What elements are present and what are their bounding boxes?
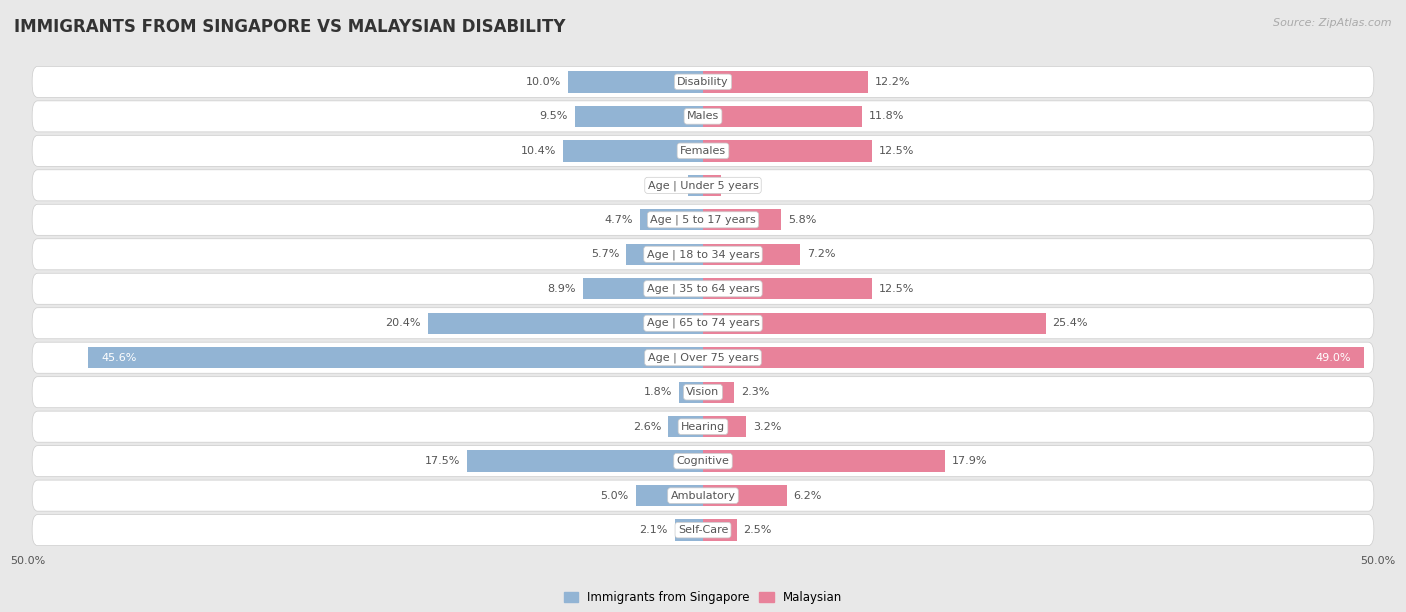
FancyBboxPatch shape <box>32 342 1374 373</box>
Bar <box>703 278 872 299</box>
FancyBboxPatch shape <box>32 273 1374 304</box>
Text: Cognitive: Cognitive <box>676 456 730 466</box>
Text: Age | 18 to 34 years: Age | 18 to 34 years <box>647 249 759 259</box>
Bar <box>688 174 703 196</box>
Bar <box>703 209 782 231</box>
FancyBboxPatch shape <box>32 204 1374 236</box>
Text: Age | Over 75 years: Age | Over 75 years <box>648 353 758 363</box>
Legend: Immigrants from Singapore, Malaysian: Immigrants from Singapore, Malaysian <box>560 586 846 608</box>
Text: 2.1%: 2.1% <box>640 525 668 535</box>
Text: 17.5%: 17.5% <box>425 456 460 466</box>
FancyBboxPatch shape <box>32 66 1374 97</box>
Bar <box>626 244 703 265</box>
Text: Source: ZipAtlas.com: Source: ZipAtlas.com <box>1274 18 1392 28</box>
Text: 12.5%: 12.5% <box>879 146 914 156</box>
Bar <box>703 485 787 506</box>
Text: 7.2%: 7.2% <box>807 249 835 259</box>
Bar <box>703 416 747 438</box>
Text: 10.0%: 10.0% <box>526 77 561 87</box>
Text: Hearing: Hearing <box>681 422 725 431</box>
Text: 2.6%: 2.6% <box>633 422 661 431</box>
Text: 49.0%: 49.0% <box>1316 353 1351 363</box>
Text: 20.4%: 20.4% <box>385 318 420 328</box>
Bar <box>703 106 862 127</box>
Bar <box>703 313 1046 334</box>
Bar <box>703 140 872 162</box>
FancyBboxPatch shape <box>32 376 1374 408</box>
FancyBboxPatch shape <box>32 101 1374 132</box>
Bar <box>427 313 703 334</box>
Text: Age | 5 to 17 years: Age | 5 to 17 years <box>650 215 756 225</box>
Text: 45.6%: 45.6% <box>101 353 136 363</box>
Bar <box>562 140 703 162</box>
Text: Females: Females <box>681 146 725 156</box>
Text: 5.7%: 5.7% <box>591 249 619 259</box>
FancyBboxPatch shape <box>32 515 1374 546</box>
Bar <box>703 71 868 92</box>
Bar <box>703 450 945 472</box>
Bar <box>675 520 703 541</box>
Bar <box>703 347 1364 368</box>
Text: 17.9%: 17.9% <box>952 456 987 466</box>
Text: Age | 65 to 74 years: Age | 65 to 74 years <box>647 318 759 329</box>
Bar <box>575 106 703 127</box>
Text: 4.7%: 4.7% <box>605 215 633 225</box>
Bar <box>703 381 734 403</box>
Bar <box>87 347 703 368</box>
Text: Self-Care: Self-Care <box>678 525 728 535</box>
Text: 5.0%: 5.0% <box>600 491 628 501</box>
Text: Age | Under 5 years: Age | Under 5 years <box>648 180 758 190</box>
Bar <box>467 450 703 472</box>
Bar <box>636 485 703 506</box>
Bar <box>640 209 703 231</box>
Text: 5.8%: 5.8% <box>787 215 817 225</box>
Text: IMMIGRANTS FROM SINGAPORE VS MALAYSIAN DISABILITY: IMMIGRANTS FROM SINGAPORE VS MALAYSIAN D… <box>14 18 565 36</box>
Text: 1.1%: 1.1% <box>654 181 682 190</box>
Text: Age | 35 to 64 years: Age | 35 to 64 years <box>647 283 759 294</box>
Text: 12.5%: 12.5% <box>879 284 914 294</box>
Text: 25.4%: 25.4% <box>1053 318 1088 328</box>
Text: Vision: Vision <box>686 387 720 397</box>
Bar <box>679 381 703 403</box>
FancyBboxPatch shape <box>32 446 1374 477</box>
Text: 2.3%: 2.3% <box>741 387 769 397</box>
Bar <box>583 278 703 299</box>
FancyBboxPatch shape <box>32 239 1374 270</box>
Text: 1.8%: 1.8% <box>644 387 672 397</box>
Text: 10.4%: 10.4% <box>520 146 555 156</box>
Text: 2.5%: 2.5% <box>744 525 772 535</box>
Bar <box>703 244 800 265</box>
Text: Ambulatory: Ambulatory <box>671 491 735 501</box>
Text: 12.2%: 12.2% <box>875 77 910 87</box>
Text: 6.2%: 6.2% <box>793 491 823 501</box>
Bar <box>703 520 737 541</box>
FancyBboxPatch shape <box>32 135 1374 166</box>
FancyBboxPatch shape <box>32 308 1374 339</box>
Bar <box>668 416 703 438</box>
Bar <box>703 174 720 196</box>
Text: 11.8%: 11.8% <box>869 111 904 121</box>
Text: 8.9%: 8.9% <box>547 284 576 294</box>
Text: Males: Males <box>688 111 718 121</box>
Text: 9.5%: 9.5% <box>540 111 568 121</box>
Text: Disability: Disability <box>678 77 728 87</box>
Bar <box>568 71 703 92</box>
FancyBboxPatch shape <box>32 411 1374 442</box>
Text: 3.2%: 3.2% <box>754 422 782 431</box>
Text: 1.3%: 1.3% <box>727 181 755 190</box>
FancyBboxPatch shape <box>32 480 1374 511</box>
FancyBboxPatch shape <box>32 170 1374 201</box>
